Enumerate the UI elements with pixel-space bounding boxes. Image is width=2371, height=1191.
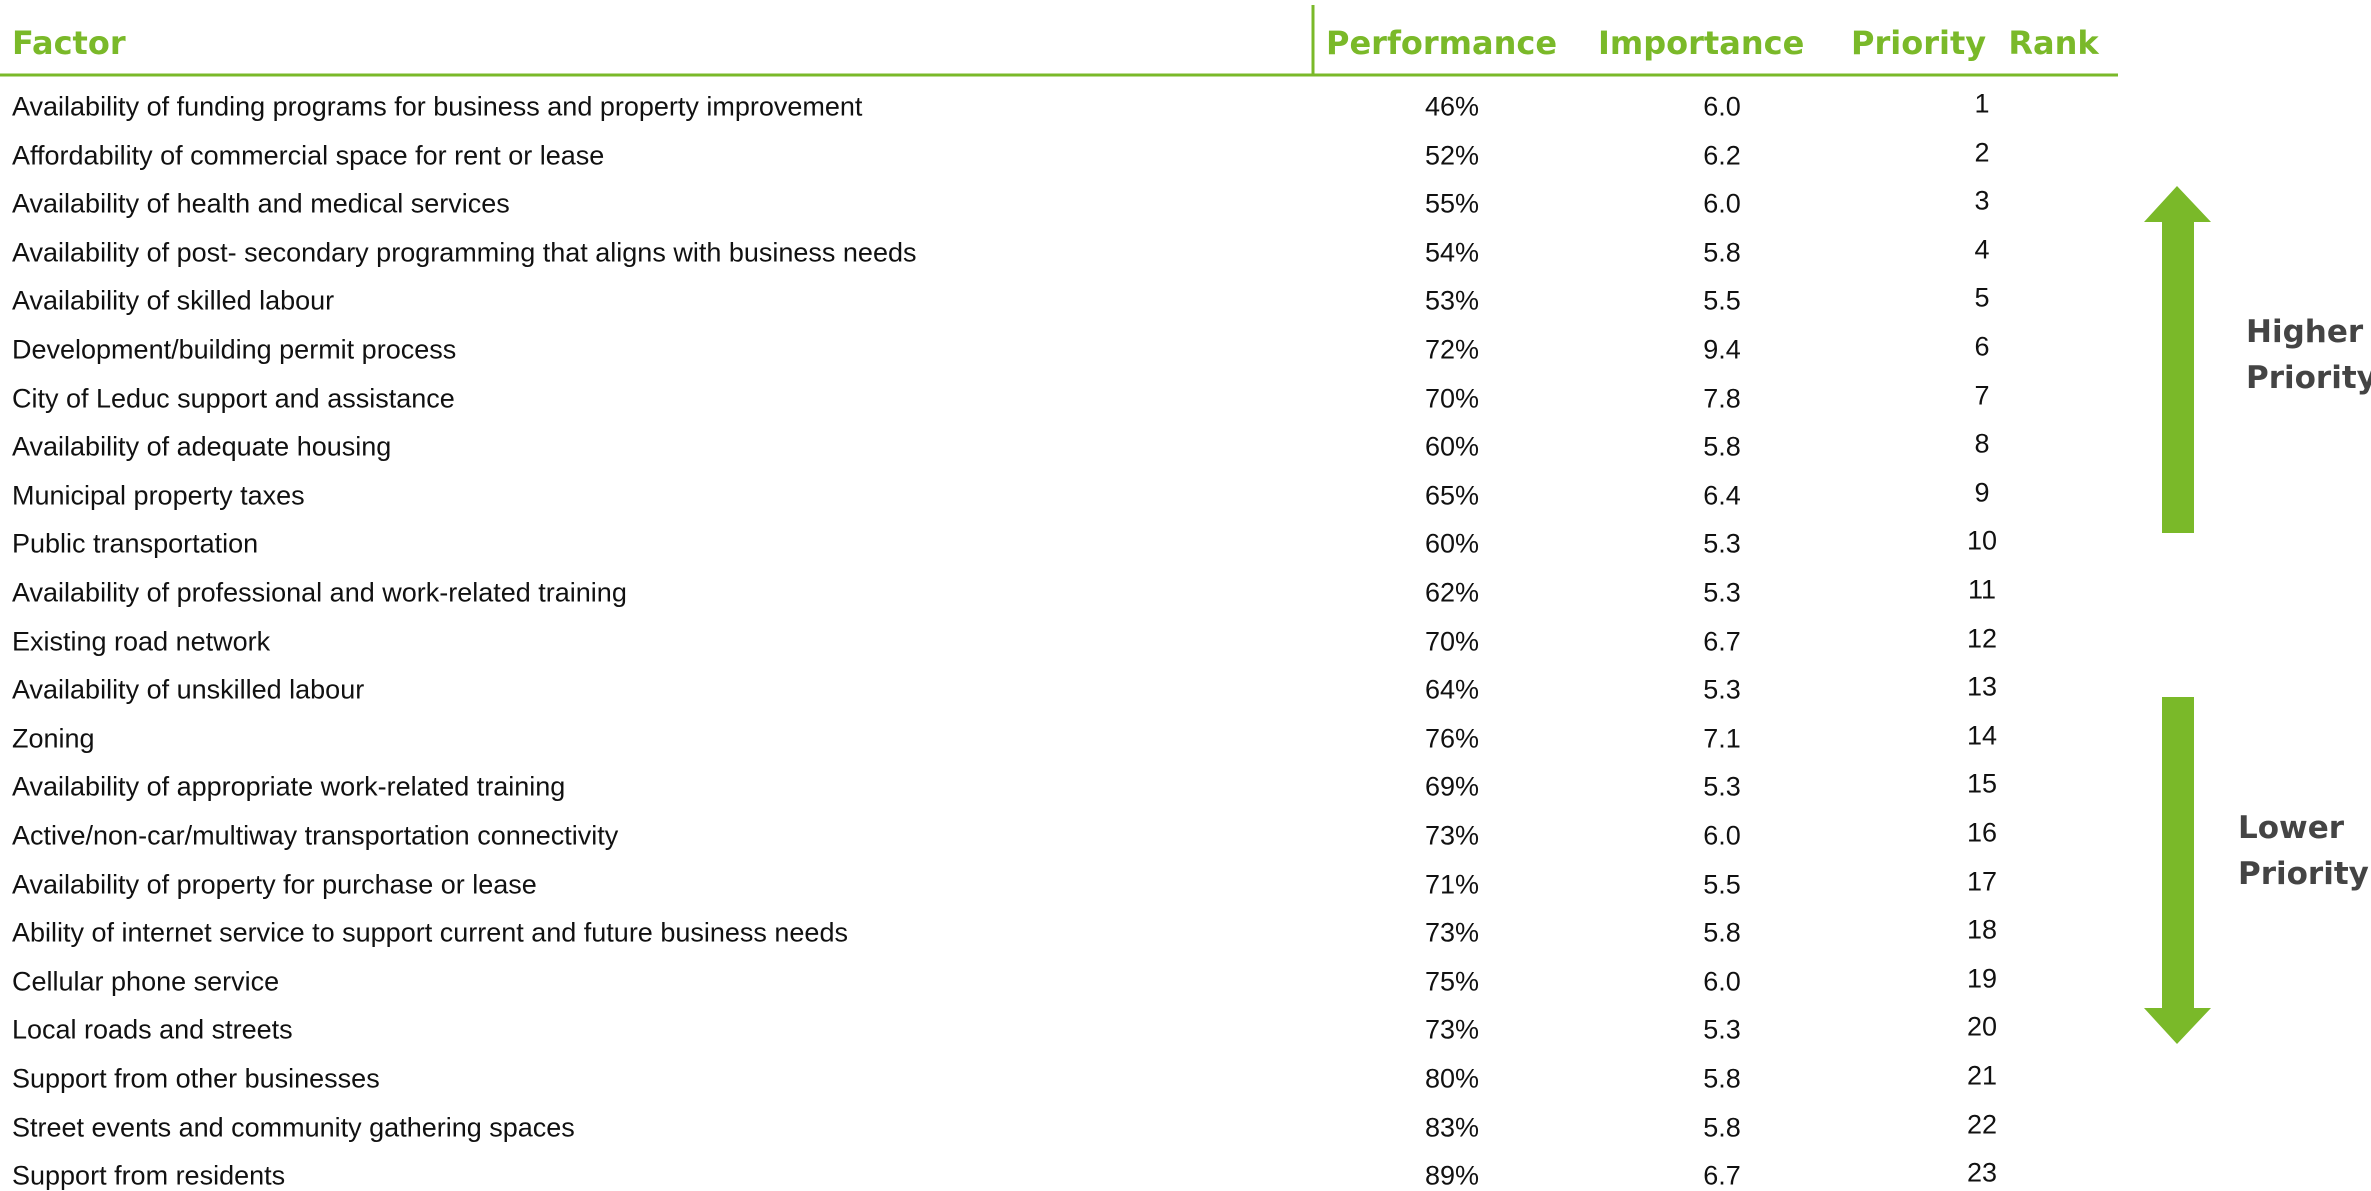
performance-cell: 62%: [1424, 577, 1480, 608]
importance-cell: 9.4: [1703, 334, 1741, 365]
factor-cell: Availability of funding programs for bus…: [12, 91, 863, 122]
importance-cell: 6.0: [1703, 966, 1741, 997]
performance-cell: 55%: [1424, 188, 1480, 219]
factor-cell: Support from other businesses: [12, 1063, 380, 1094]
factor-cell: Cellular phone service: [12, 966, 280, 997]
column-header: Importance: [1598, 24, 1805, 62]
performance-cell: 64%: [1424, 674, 1480, 705]
importance-cell: 5.3: [1703, 1014, 1741, 1045]
performance-cell: 76%: [1424, 723, 1480, 754]
rank-cell: 2: [1974, 137, 1990, 168]
importance-cell: 5.8: [1703, 431, 1741, 462]
importance-cell: 7.1: [1703, 723, 1741, 754]
performance-cell: 73%: [1424, 820, 1480, 851]
rank-cell: 15: [1966, 768, 1998, 799]
factor-cell: Availability of unskilled labour: [12, 674, 365, 705]
higher-priority-label: Higher Priority: [2246, 314, 2371, 396]
factor-cell: Active/non-car/multiway transportation c…: [12, 820, 619, 851]
factor-cell: Availability of adequate housing: [12, 431, 392, 462]
rank-cell: 16: [1966, 817, 1998, 848]
lower-priority-label: Lower Priority: [2238, 810, 2369, 892]
importance-cell: 5.3: [1703, 577, 1741, 608]
importance-cell: 6.0: [1703, 188, 1741, 219]
rank-cell: 9: [1974, 477, 1990, 508]
rank-cell: 12: [1966, 623, 1998, 654]
factor-cell: Availability of skilled labour: [12, 285, 335, 316]
performance-cell: 54%: [1424, 237, 1480, 268]
factor-cell: Availability of appropriate work-related…: [12, 771, 566, 802]
column-header: Factor: [12, 24, 126, 62]
importance-cell: 5.8: [1703, 917, 1741, 948]
importance-cell: 5.5: [1703, 869, 1741, 900]
importance-cell: 5.5: [1703, 285, 1741, 316]
performance-cell: 52%: [1424, 140, 1480, 171]
factor-cell: Development/building permit process: [12, 334, 457, 365]
importance-cell: 6.0: [1703, 820, 1741, 851]
performance-cell: 65%: [1424, 480, 1480, 511]
rank-cell: 11: [1967, 574, 1997, 605]
column-header: Priority Rank: [1851, 24, 2099, 62]
performance-cell: 69%: [1424, 771, 1480, 802]
performance-cell: 46%: [1424, 91, 1480, 122]
rank-cell: 3: [1974, 185, 1990, 216]
performance-cell: 73%: [1424, 1014, 1480, 1045]
factor-cell: Availability of health and medical servi…: [12, 188, 510, 219]
factor-cell: Availability of professional and work-re…: [12, 577, 627, 608]
rank-cell: 1: [1974, 88, 1990, 119]
factor-cell: Availability of post- secondary programm…: [12, 237, 917, 268]
rank-cell: 7: [1974, 380, 1990, 411]
rank-cell: 18: [1966, 914, 1998, 945]
rank-cell: 5: [1974, 282, 1990, 313]
importance-cell: 6.7: [1703, 626, 1741, 657]
performance-cell: 80%: [1424, 1063, 1480, 1094]
performance-cell: 73%: [1424, 917, 1480, 948]
rank-cell: 13: [1966, 671, 1998, 702]
factor-cell: Public transportation: [12, 528, 259, 559]
rank-cell: 17: [1966, 866, 1998, 897]
factor-cell: Zoning: [12, 723, 95, 754]
performance-cell: 70%: [1424, 626, 1480, 657]
performance-cell: 60%: [1424, 431, 1480, 462]
importance-cell: 6.2: [1703, 140, 1741, 171]
importance-cell: 5.8: [1703, 1063, 1741, 1094]
performance-cell: 70%: [1424, 383, 1480, 414]
rank-cell: 21: [1966, 1060, 1998, 1091]
importance-cell: 5.3: [1703, 674, 1741, 705]
factor-cell: Existing road network: [12, 626, 271, 657]
rank-cell: 22: [1966, 1109, 1998, 1140]
performance-cell: 71%: [1424, 869, 1480, 900]
performance-cell: 75%: [1424, 966, 1480, 997]
factor-cell: Availability of property for purchase or…: [12, 869, 537, 900]
performance-cell: 72%: [1424, 334, 1480, 365]
performance-cell: 60%: [1424, 528, 1480, 559]
column-header: Performance: [1326, 24, 1558, 62]
importance-cell: 5.3: [1703, 771, 1741, 802]
factor-cell: Local roads and streets: [12, 1014, 293, 1045]
factor-cell: City of Leduc support and assistance: [12, 383, 455, 414]
factor-cell: Municipal property taxes: [12, 480, 305, 511]
importance-cell: 5.8: [1703, 1112, 1741, 1143]
rank-cell: 20: [1966, 1011, 1998, 1042]
rank-cell: 8: [1974, 428, 1990, 459]
up-arrow: [2144, 186, 2211, 533]
factor-cell: Ability of internet service to support c…: [12, 917, 848, 948]
down-arrow: [2144, 697, 2211, 1044]
importance-cell: 7.8: [1703, 383, 1741, 414]
rank-cell: 10: [1966, 525, 1998, 556]
factor-cell: Affordability of commercial space for re…: [12, 140, 605, 171]
factor-cell: Street events and community gathering sp…: [12, 1112, 575, 1143]
importance-cell: 5.8: [1703, 237, 1741, 268]
rank-cell: 4: [1974, 234, 1990, 265]
rank-cell: 19: [1966, 963, 1998, 994]
performance-cell: 53%: [1424, 285, 1480, 316]
importance-cell: 6.4: [1703, 480, 1741, 511]
importance-cell: 5.3: [1703, 528, 1741, 559]
performance-cell: 83%: [1424, 1112, 1480, 1143]
rank-cell: 14: [1966, 720, 1998, 751]
rank-cell: 6: [1974, 331, 1990, 362]
importance-cell: 6.0: [1703, 91, 1741, 122]
